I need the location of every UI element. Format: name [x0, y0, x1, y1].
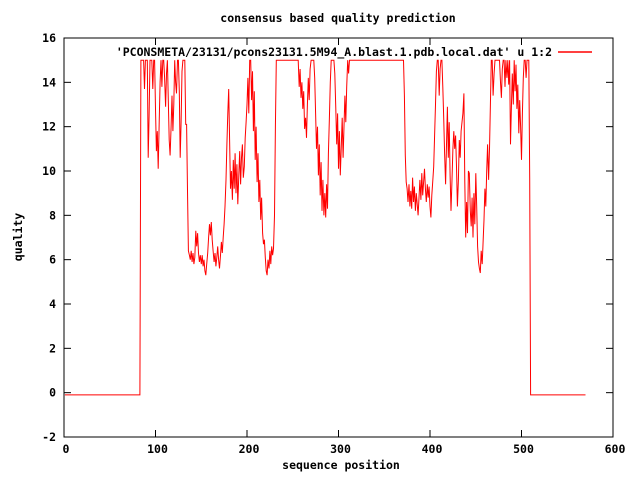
legend-label: 'PCONSMETA/23131/pcons23131.5M94_A.blast… [116, 45, 552, 60]
y-tick-label: 8 [49, 208, 56, 222]
chart-title: consensus based quality prediction [220, 11, 455, 25]
y-tick-label: 2 [49, 341, 56, 355]
y-tick-label: 0 [49, 386, 56, 400]
y-tick-label: 4 [49, 297, 56, 311]
x-tick-label: 600 [605, 442, 626, 456]
y-tick-label: 12 [42, 120, 56, 134]
x-tick-label: 100 [147, 442, 168, 456]
legend: 'PCONSMETA/23131/pcons23131.5M94_A.blast… [116, 45, 592, 60]
plot-frame [63, 37, 614, 438]
y-tick-label: 6 [49, 253, 56, 267]
x-tick-label: 400 [422, 442, 443, 456]
y-tick-label: 14 [42, 75, 56, 89]
y-tick-label: 16 [42, 31, 56, 45]
y-tick-label: -2 [42, 430, 56, 444]
x-tick-label: 300 [330, 442, 351, 456]
x-tick-label: 200 [239, 442, 260, 456]
axis-tick-labels: 0 100 200 300 400 500 600 -2 0 2 4 6 8 10 12 14 16 [42, 31, 625, 456]
x-tick-label: 500 [513, 442, 534, 456]
x-axis-label: sequence position [282, 458, 400, 472]
y-axis-label: quality [11, 213, 25, 262]
y-tick-label: 10 [42, 164, 56, 178]
x-tick-label: 0 [63, 442, 70, 456]
quality-series-line [64, 59, 586, 396]
